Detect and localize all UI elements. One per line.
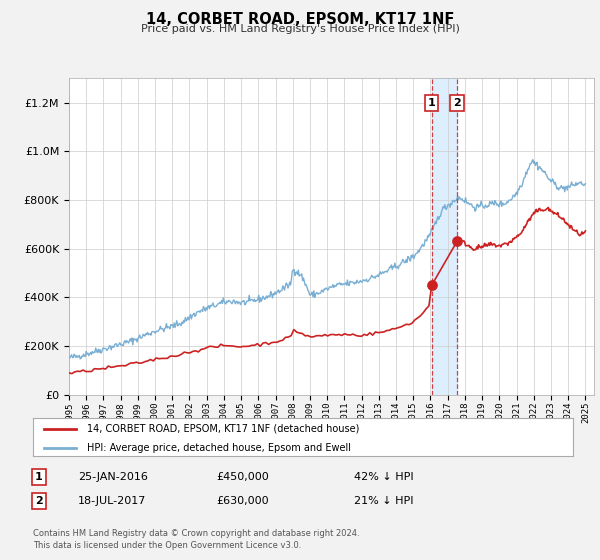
Text: 18-JUL-2017: 18-JUL-2017 (78, 496, 146, 506)
Text: 21% ↓ HPI: 21% ↓ HPI (354, 496, 413, 506)
Text: 42% ↓ HPI: 42% ↓ HPI (354, 472, 413, 482)
Text: 2: 2 (35, 496, 43, 506)
Text: 1: 1 (35, 472, 43, 482)
Point (427, 281, 436, 290)
Text: This data is licensed under the Open Government Licence v3.0.: This data is licensed under the Open Gov… (33, 541, 301, 550)
Point (452, 237, 462, 246)
Text: 14, CORBET ROAD, EPSOM, KT17 1NF: 14, CORBET ROAD, EPSOM, KT17 1NF (146, 12, 454, 27)
Text: £450,000: £450,000 (216, 472, 269, 482)
Bar (431, 78, 457, 395)
Text: 14, CORBET ROAD, EPSOM, KT17 1NF (detached house): 14, CORBET ROAD, EPSOM, KT17 1NF (detach… (87, 424, 359, 434)
Text: £630,000: £630,000 (216, 496, 269, 506)
Text: 2: 2 (453, 98, 461, 108)
Text: Price paid vs. HM Land Registry's House Price Index (HPI): Price paid vs. HM Land Registry's House … (140, 24, 460, 34)
Text: HPI: Average price, detached house, Epsom and Ewell: HPI: Average price, detached house, Epso… (87, 443, 351, 453)
Text: 1: 1 (428, 98, 436, 108)
Text: 25-JAN-2016: 25-JAN-2016 (78, 472, 148, 482)
Text: Contains HM Land Registry data © Crown copyright and database right 2024.: Contains HM Land Registry data © Crown c… (33, 529, 359, 538)
